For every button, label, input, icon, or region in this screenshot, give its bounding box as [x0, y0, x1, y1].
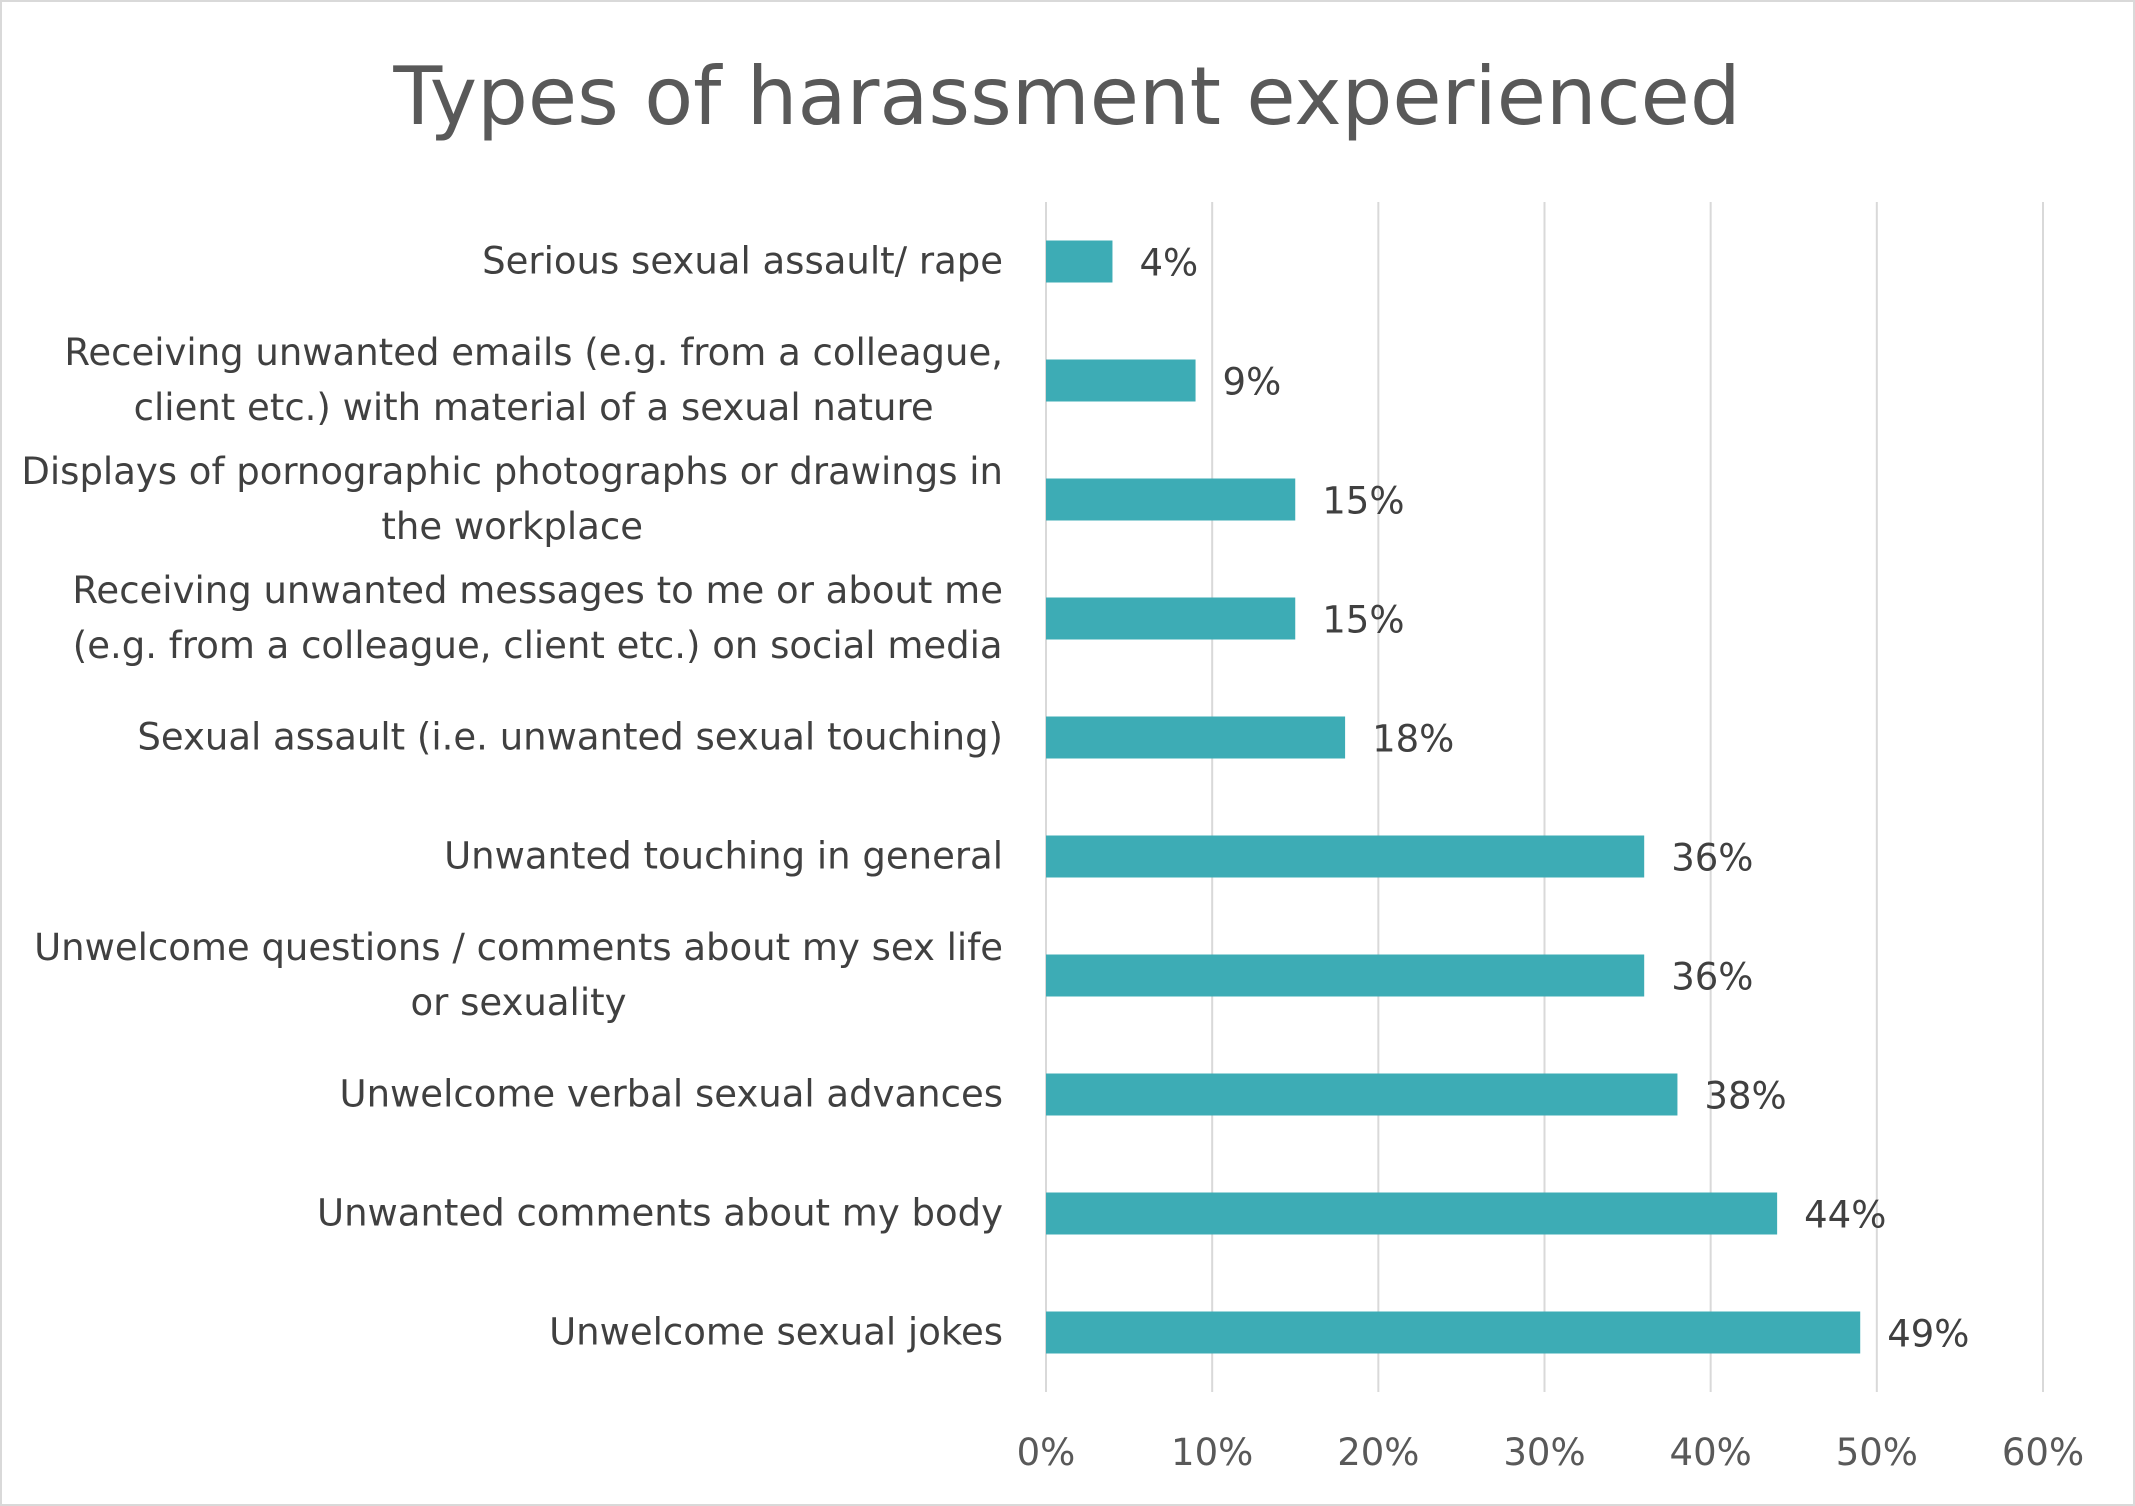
category-label: Unwelcome sexual jokes — [549, 1311, 1003, 1354]
category-label-line: Receiving unwanted emails (e.g. from a c… — [64, 331, 1003, 374]
category-label-line: Unwanted touching in general — [444, 835, 1003, 878]
bar — [1046, 478, 1296, 521]
category-label-line: Displays of pornographic photographs or … — [21, 450, 1003, 493]
bar — [1046, 240, 1113, 283]
category-label: Serious sexual assault/ rape — [482, 240, 1003, 283]
bar — [1046, 597, 1296, 640]
bar — [1046, 359, 1196, 402]
category-label-line: Receiving unwanted messages to me or abo… — [72, 569, 1003, 612]
category-label-line: (e.g. from a colleague, client etc.) on … — [73, 624, 1003, 667]
category-label: Unwelcome verbal sexual advances — [340, 1073, 1003, 1116]
category-label-line: client etc.) with material of a sexual n… — [134, 386, 934, 429]
data-label: 4% — [1139, 242, 1198, 285]
data-labels: 4% 9% 15% 15% 18% 36% 36% 38% 44% 49% — [1139, 242, 1969, 1356]
category-label: Sexual assault (i.e. unwanted sexual tou… — [137, 716, 1003, 759]
category-label-line: or sexuality — [411, 981, 627, 1024]
x-tick-label: 10% — [1171, 1431, 1253, 1474]
category-label-line: Unwelcome sexual jokes — [549, 1311, 1003, 1354]
category-label: Receiving unwanted emails (e.g. from a c… — [64, 331, 1003, 429]
data-label: 44% — [1804, 1194, 1886, 1237]
category-label-line: the workplace — [381, 505, 643, 548]
category-label-line: Unwelcome questions / comments about my … — [34, 926, 1003, 969]
bar — [1046, 835, 1645, 878]
data-label: 15% — [1322, 599, 1404, 642]
x-tick-label: 0% — [1017, 1431, 1076, 1474]
bar — [1046, 1311, 1861, 1354]
bars — [1046, 240, 1861, 1354]
data-label: 36% — [1671, 837, 1753, 880]
category-label: Unwelcome questions / comments about my … — [34, 926, 1003, 1024]
x-tick-label: 30% — [1503, 1431, 1585, 1474]
category-label-line: Unwanted comments about my body — [317, 1192, 1003, 1235]
category-label: Unwanted touching in general — [444, 835, 1003, 878]
data-label: 49% — [1887, 1313, 1969, 1356]
data-label: 38% — [1704, 1075, 1786, 1118]
data-label: 18% — [1372, 718, 1454, 761]
category-label-line: Sexual assault (i.e. unwanted sexual tou… — [137, 716, 1003, 759]
category-label-line: Serious sexual assault/ rape — [482, 240, 1003, 283]
x-tick-label: 40% — [1670, 1431, 1752, 1474]
bar — [1046, 1192, 1778, 1235]
category-label: Unwanted comments about my body — [317, 1192, 1003, 1235]
chart-title: Types of harassment experienced — [392, 50, 1740, 143]
bar — [1046, 954, 1645, 997]
x-axis-ticks: 0% 10% 20% 30% 40% 50% 60% — [1017, 1431, 2084, 1474]
x-tick-label: 20% — [1337, 1431, 1419, 1474]
data-label: 15% — [1322, 480, 1404, 523]
bar — [1046, 1073, 1678, 1116]
x-tick-label: 60% — [2002, 1431, 2084, 1474]
data-label: 9% — [1223, 361, 1282, 404]
category-label-line: Unwelcome verbal sexual advances — [340, 1073, 1003, 1116]
category-labels: Serious sexual assault/ rape Receiving un… — [21, 240, 1003, 1354]
x-tick-label: 50% — [1836, 1431, 1918, 1474]
data-label: 36% — [1671, 956, 1753, 999]
bar — [1046, 716, 1346, 759]
category-label: Receiving unwanted messages to me or abo… — [72, 569, 1003, 667]
category-label: Displays of pornographic photographs or … — [21, 450, 1003, 548]
